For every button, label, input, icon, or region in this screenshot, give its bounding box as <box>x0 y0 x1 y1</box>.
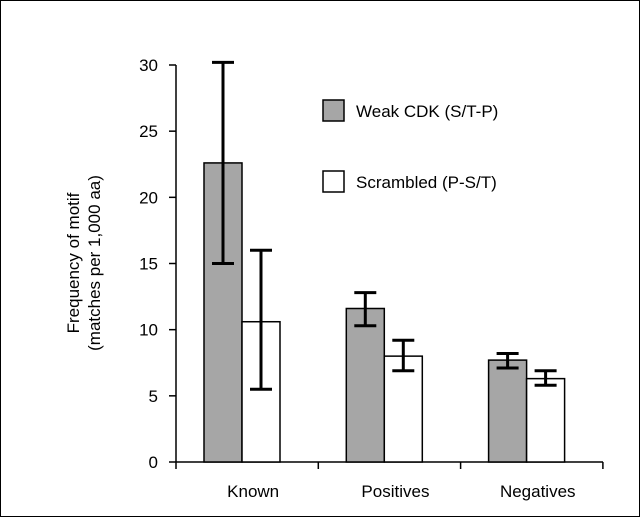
y-tick-label: 30 <box>139 56 158 75</box>
y-tick-label: 10 <box>139 321 158 340</box>
y-axis-label-line2: (matches per 1,000 aa) <box>85 175 104 351</box>
x-tick-label: Positives <box>361 482 429 501</box>
bars <box>203 162 566 463</box>
y-tick-label: 0 <box>149 453 158 472</box>
y-ticks: 0 5 10 15 20 25 30 <box>139 56 176 472</box>
legend: Weak CDK (S/T-P) Scrambled (P-S/T) <box>322 99 498 193</box>
bar-weak-cdk <box>487 359 528 463</box>
y-axis-label: Frequency of motif (matches per 1,000 aa… <box>64 175 104 351</box>
y-tick-label: 20 <box>139 188 158 207</box>
legend-swatch-weak-cdk <box>322 99 345 122</box>
y-axis-label-line1: Frequency of motif <box>64 192 83 333</box>
bar-weak-cdk <box>203 162 243 463</box>
legend-label-scrambled: Scrambled (P-S/T) <box>356 173 497 192</box>
legend-item-scrambled: Scrambled (P-S/T) <box>322 170 497 193</box>
x-tick-label: Negatives <box>500 482 576 501</box>
bar-scrambled <box>525 377 566 463</box>
bar-scrambled <box>241 320 281 463</box>
x-tick-label: Known <box>227 482 279 501</box>
y-tick-label: 25 <box>139 122 158 141</box>
y-tick-label: 5 <box>149 387 158 406</box>
x-ticks: Known Positives Negatives <box>175 462 604 501</box>
legend-item-weak-cdk: Weak CDK (S/T-P) <box>322 99 498 122</box>
bar-scrambled <box>383 355 424 463</box>
error-bars <box>212 60 557 391</box>
legend-swatch-scrambled <box>322 170 345 193</box>
y-tick-label: 15 <box>139 255 158 274</box>
bar-weak-cdk <box>345 307 386 463</box>
legend-label-weak-cdk: Weak CDK (S/T-P) <box>356 102 498 121</box>
